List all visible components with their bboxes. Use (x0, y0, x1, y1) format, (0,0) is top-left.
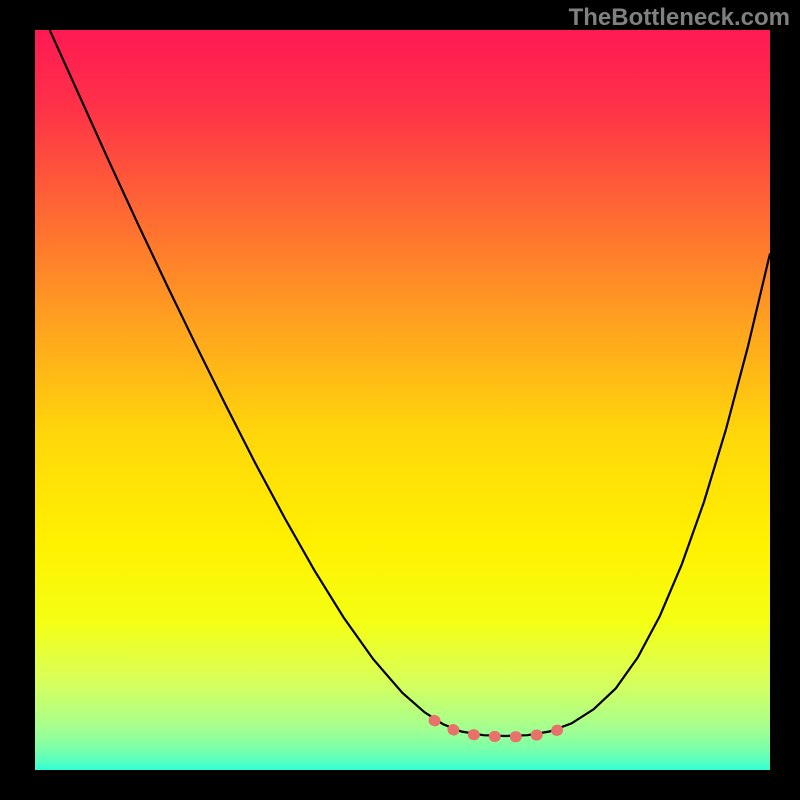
bottleneck-curve (50, 30, 770, 736)
curve-svg (35, 30, 770, 770)
watermark-text: TheBottleneck.com (569, 4, 790, 32)
valley-marker (434, 720, 575, 736)
plot-area (35, 30, 770, 770)
